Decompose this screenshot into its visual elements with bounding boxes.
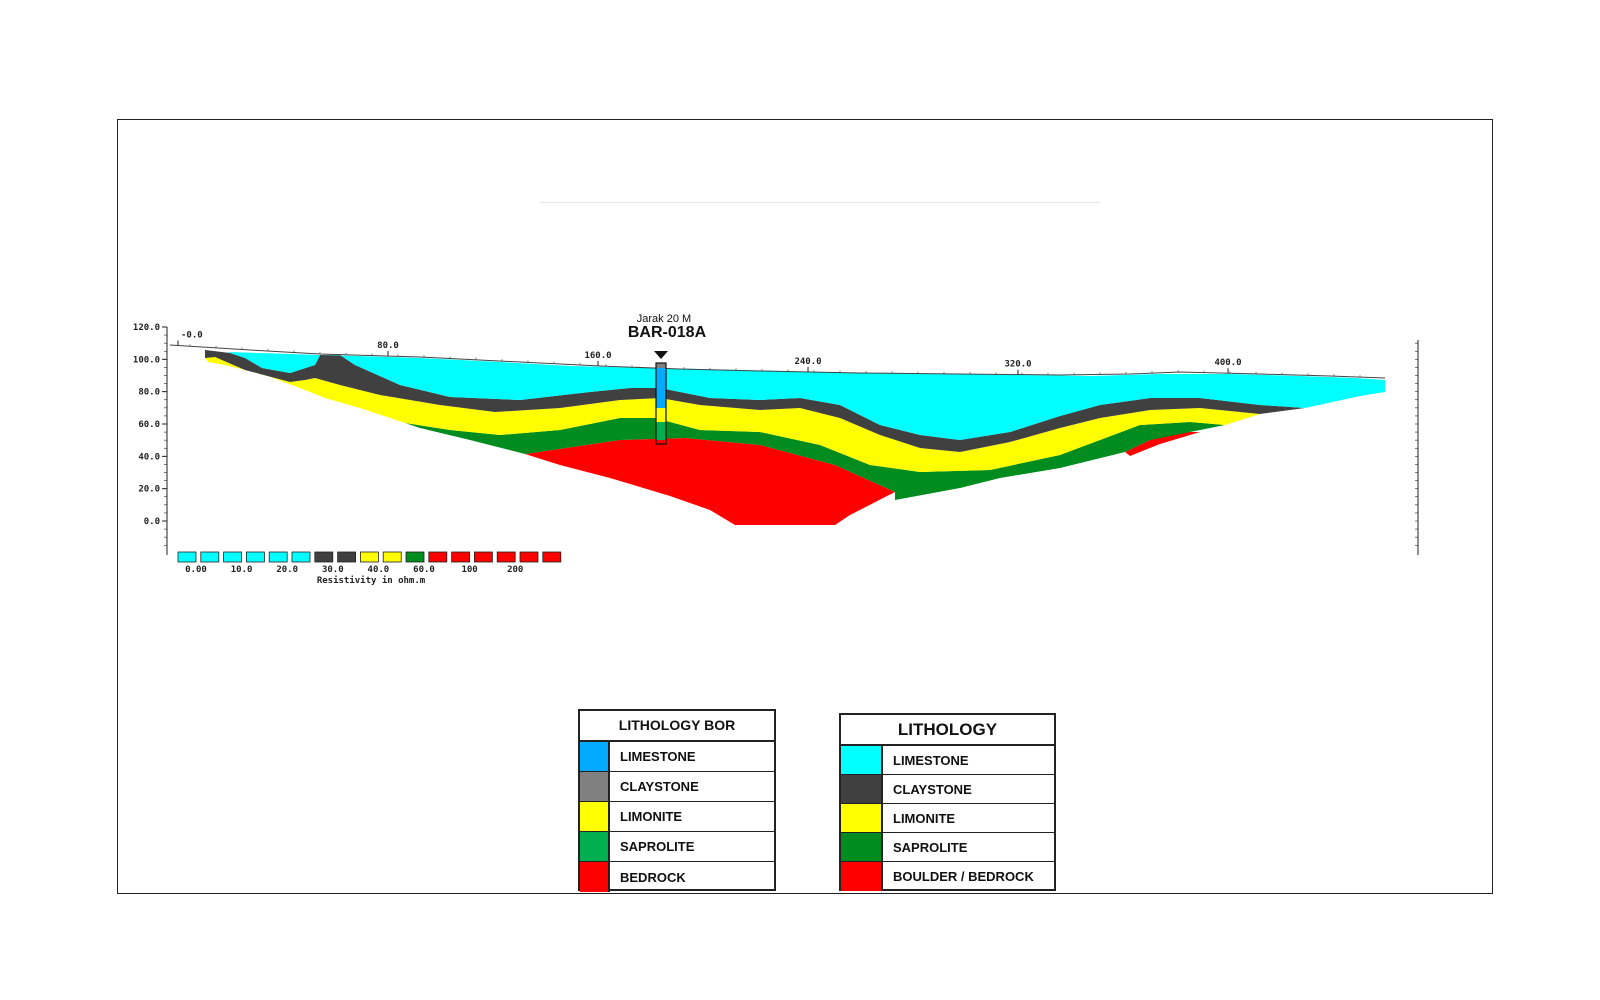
legend-row-saprolite: SAPROLITE: [580, 832, 774, 862]
borehole-marker-icon: [654, 351, 668, 359]
x-tick-label: 320.0: [1004, 360, 1031, 370]
layer-claystone: [205, 350, 1305, 452]
legend-label: CLAYSTONE: [893, 781, 972, 797]
y-tick-label: 80.0: [138, 388, 160, 398]
legend-row-claystone: CLAYSTONE: [580, 772, 774, 802]
legend-label: LIMESTONE: [893, 752, 969, 768]
x-tick-label: -0.0: [181, 331, 203, 341]
y-tick-label: 0.0: [144, 517, 160, 527]
borehole-saprolite-segment: [656, 422, 666, 440]
legend-swatch: [841, 746, 883, 774]
scale-swatch: [519, 551, 539, 563]
layer-limestone: [228, 352, 1385, 440]
borehole-id-label: BAR-018A: [628, 324, 707, 341]
legend-row-saprolite: SAPROLITE: [841, 833, 1054, 862]
y-tick-label: 100.0: [133, 355, 160, 365]
legend-row-boulder-bedrock: BOULDER / BEDROCK: [841, 862, 1054, 891]
resistivity-color-scale: 0.00 10.0 20.0 30.0 40.0 60.0 100 200 Resistivi…: [177, 551, 562, 586]
x-tick-label: 400.0: [1214, 358, 1241, 368]
legend-row-limestone: LIMESTONE: [580, 742, 774, 772]
legend-label: BEDROCK: [620, 869, 686, 885]
scale-label: 30.0: [322, 565, 344, 575]
scale-label: 60.0: [413, 565, 435, 575]
scale-swatch: [451, 551, 471, 563]
scale-swatch: [268, 551, 288, 563]
legend-swatch: [841, 833, 883, 861]
legend-row-limonite: LIMONITE: [580, 802, 774, 832]
scale-label: 200: [507, 565, 523, 575]
scale-swatch: [382, 551, 402, 563]
x-tick-label: 80.0: [377, 341, 399, 351]
scale-swatch: [473, 551, 493, 563]
legend-swatch: [580, 802, 610, 831]
section-axes: 120.0 100.0 80.0 60.0 40.0 20.0 0.0 -0.0 80.0 16…: [133, 323, 1419, 555]
legend-swatch: [580, 742, 610, 771]
legend-label: LIMONITE: [620, 809, 683, 824]
borehole-limonite-segment: [656, 408, 666, 422]
scale-swatch: [359, 551, 379, 563]
y-tick-label: 60.0: [138, 420, 160, 430]
borehole-bar-018a: Jarak 20 M BAR-018A: [628, 313, 707, 445]
scale-swatch: [177, 551, 197, 563]
legend-lithology-title: LITHOLOGY: [841, 715, 1054, 746]
legend-label: CLAYSTONE: [620, 779, 699, 794]
legend-bor-title: LITHOLOGY BOR: [580, 711, 774, 742]
scale-swatch: [314, 551, 334, 563]
scale-swatch: [245, 551, 265, 563]
legend-swatch: [580, 832, 610, 861]
legend-label: BOULDER / BEDROCK: [893, 869, 1034, 884]
legend-label: LIMONITE: [893, 810, 956, 826]
faint-divider-line: [540, 202, 1100, 203]
legend-label: LIMESTONE: [620, 749, 696, 764]
topography-line: [169, 344, 1386, 379]
legend-label: SAPROLITE: [620, 839, 695, 854]
x-tick-label: 160.0: [584, 351, 611, 361]
scale-label: 100: [461, 565, 477, 575]
y-tick-label: 40.0: [138, 452, 160, 462]
scale-label: 10.0: [231, 565, 253, 575]
legend-swatch: [580, 862, 610, 892]
layer-bedrock: [525, 438, 895, 525]
layer-limonite: [205, 357, 1260, 472]
legend-row-limestone: LIMESTONE: [841, 746, 1054, 775]
borehole-limestone-segment: [656, 368, 666, 408]
scale-swatch: [405, 551, 425, 563]
layer-saprolite: [405, 418, 1225, 500]
legend-swatch: [580, 772, 610, 801]
legend-row-limonite: LIMONITE: [841, 804, 1054, 833]
legend-swatch: [841, 775, 883, 803]
legend-swatch: [841, 804, 883, 832]
layer-bedrock-east: [1125, 432, 1200, 456]
legend-lithology: LITHOLOGY LIMESTONE CLAYSTONE LIMONITE SAPR…: [839, 713, 1056, 891]
scale-swatch: [496, 551, 516, 563]
scale-label: 40.0: [368, 565, 390, 575]
scale-swatch: [542, 551, 562, 563]
borehole-outline: [655, 362, 667, 445]
scale-label: 0.00: [185, 565, 207, 575]
scale-swatch: [200, 551, 220, 563]
resistivity-scale-title: Resistivity in ohm.m: [317, 575, 426, 586]
scale-label: 20.0: [276, 565, 298, 575]
legend-label: SAPROLITE: [893, 839, 968, 855]
scale-swatch: [223, 551, 243, 563]
x-tick-label: 240.0: [794, 357, 821, 367]
borehole-spacing-label: Jarak 20 M: [637, 313, 691, 325]
y-tick-label: 120.0: [133, 323, 160, 333]
borehole-bedrock-segment: [656, 440, 666, 444]
legend-lithology-bor: LITHOLOGY BOR LIMESTONE CLAYSTONE LIMONITE…: [578, 709, 776, 892]
legend-row-claystone: CLAYSTONE: [841, 775, 1054, 804]
legend-swatch: [841, 862, 883, 891]
figure-frame: [117, 119, 1493, 894]
scale-swatch: [337, 551, 357, 563]
scale-swatch: [291, 551, 311, 563]
scale-swatch: [428, 551, 448, 563]
y-tick-label: 20.0: [138, 485, 160, 495]
section-layers: [169, 344, 1386, 525]
borehole-claystone-segment: [656, 363, 666, 368]
legend-row-bedrock: BEDROCK: [580, 862, 774, 892]
